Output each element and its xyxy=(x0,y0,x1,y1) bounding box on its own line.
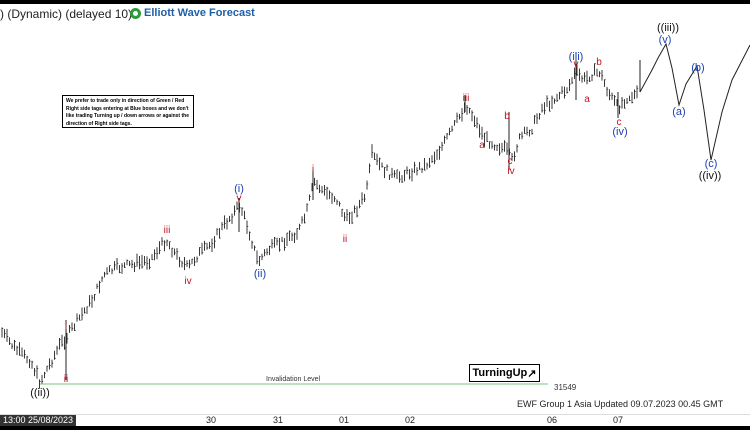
wave-label: (v) xyxy=(659,34,672,46)
top-border xyxy=(0,0,750,4)
wave-label: i xyxy=(65,321,67,332)
turning-up-label: TurningUp xyxy=(472,367,528,379)
arrow-up-right-icon: ↗ xyxy=(527,367,537,380)
wave-label: ii xyxy=(343,234,347,245)
invalidation-label: Invalidation Level xyxy=(266,376,321,383)
wave-label: (iii) xyxy=(569,51,584,63)
projection-path xyxy=(639,42,750,161)
price-bars xyxy=(1,52,641,389)
trade-note: We prefer to trade only in direction of … xyxy=(62,95,194,128)
wave-label: iv xyxy=(184,276,191,287)
wave-label: ii xyxy=(64,374,68,385)
wave-label: b xyxy=(596,57,602,68)
wave-label: i xyxy=(312,164,314,175)
wave-label: c xyxy=(508,156,513,167)
bottom-border xyxy=(0,426,750,430)
wave-label: iii xyxy=(164,225,171,236)
wave-label: iii xyxy=(463,93,470,104)
logo: Elliott Wave Forecast xyxy=(130,7,255,19)
wave-label: (ii) xyxy=(254,268,266,280)
wave-label: (a) xyxy=(672,106,685,118)
wave-label: (c) xyxy=(705,158,718,170)
x-tick: 02 xyxy=(405,415,416,425)
wave-label: ((iii)) xyxy=(657,22,679,34)
x-tick: 31 xyxy=(273,415,284,425)
price-level-label: 31549 xyxy=(554,383,577,392)
logo-icon xyxy=(130,7,141,19)
wave-label: a xyxy=(584,94,590,105)
wave-label: iv xyxy=(507,166,514,177)
wave-labels: ((ii))iiiiiiiv(i)v(ii)iiiiiiabciv(iii)va… xyxy=(30,22,721,399)
wave-label: c xyxy=(617,117,622,128)
x-axis xyxy=(0,414,750,427)
wave-label: (b) xyxy=(691,62,704,74)
x-tick: 06 xyxy=(547,415,558,425)
wave-label: ((ii)) xyxy=(30,387,50,399)
wave-label: b xyxy=(504,111,510,122)
wave-label: v xyxy=(574,59,579,70)
x-tick: 30 xyxy=(206,415,217,425)
wave-label: v xyxy=(237,193,242,204)
wave-label: (iv) xyxy=(612,126,627,138)
logo-text: Elliott Wave Forecast xyxy=(144,7,255,19)
wave-label: ((iv)) xyxy=(699,170,722,182)
x-tick: 01 xyxy=(339,415,350,425)
wave-label: a xyxy=(479,140,485,151)
turning-up-badge: TurningUp ↗ xyxy=(469,364,540,382)
x-tick: 07 xyxy=(613,415,624,425)
x-axis-start-label: 13:00 25/08/2023 xyxy=(0,415,77,426)
chart-title: ) (Dynamic) (delayed 10) xyxy=(0,7,133,21)
update-footer: EWF Group 1 Asia Updated 09.07.2023 00.4… xyxy=(517,399,724,409)
wave-label: (i) xyxy=(234,183,244,195)
